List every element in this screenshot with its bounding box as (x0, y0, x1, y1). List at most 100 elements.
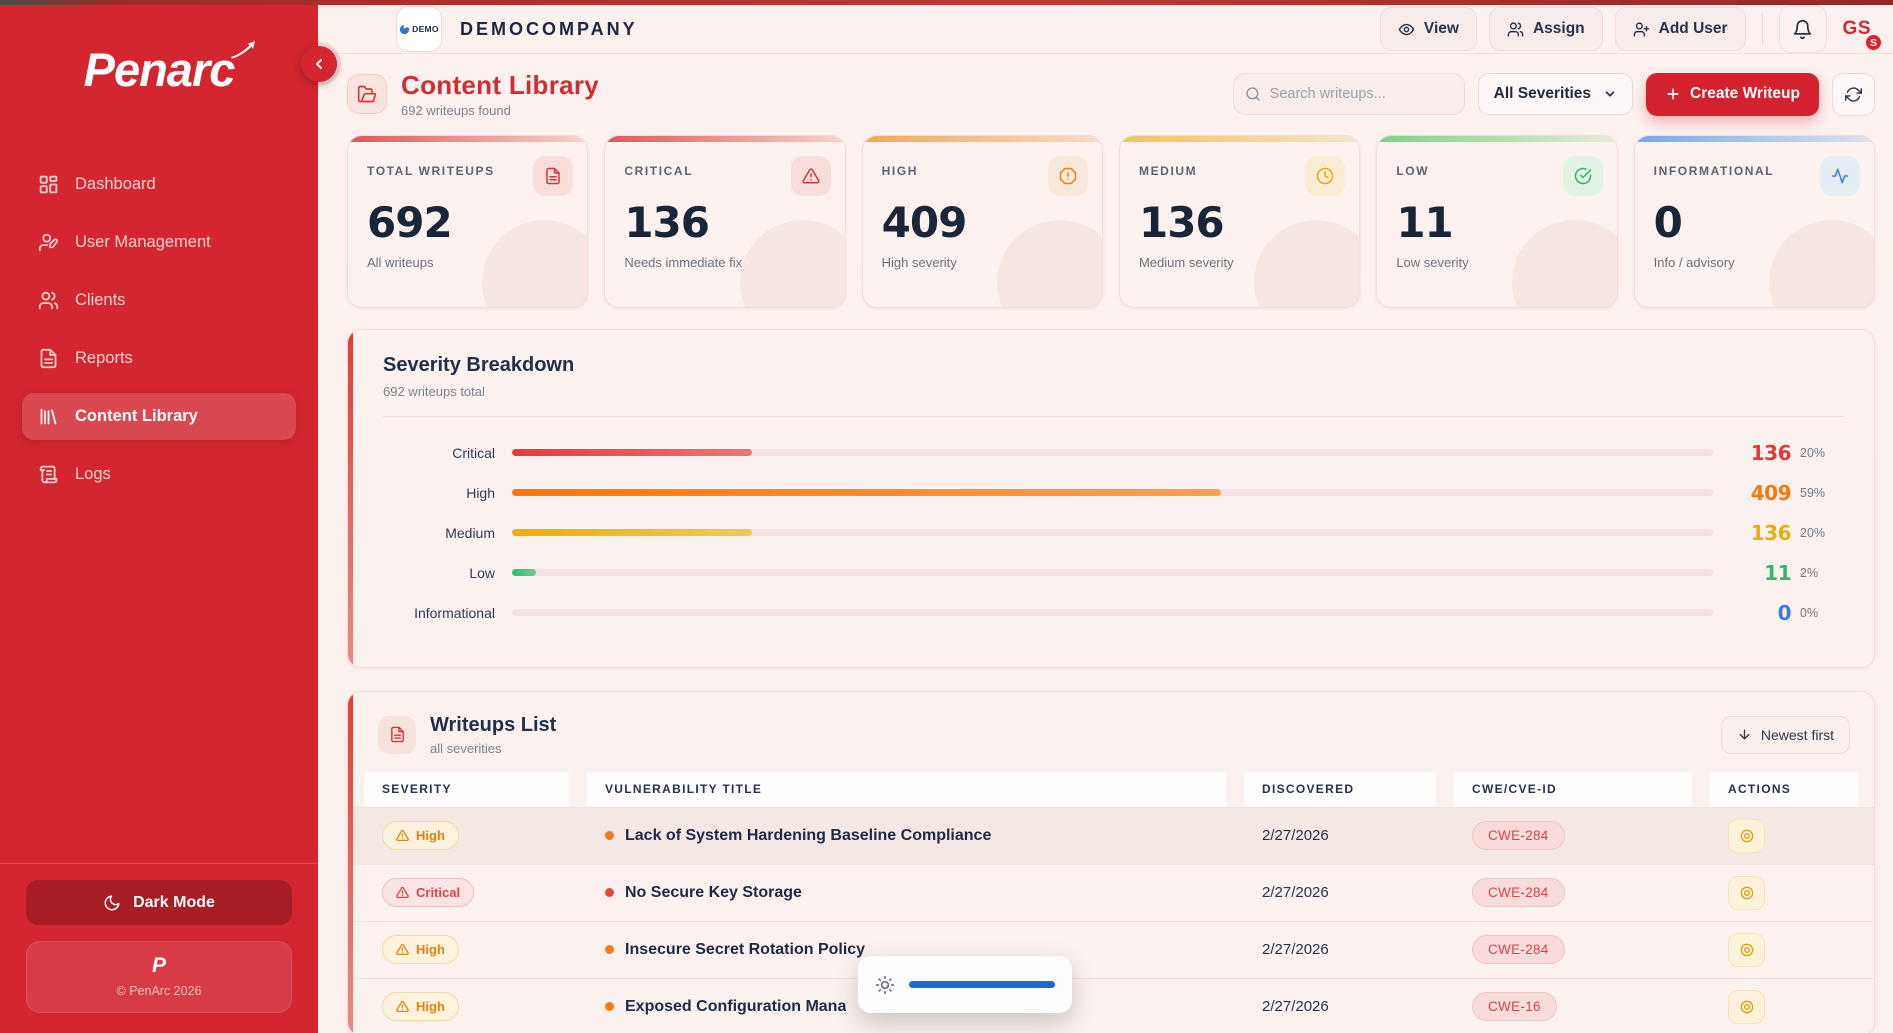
stat-accent-strip (605, 136, 844, 142)
severity-dot (605, 831, 614, 840)
stat-label: CRITICAL (624, 156, 693, 178)
breakdown-percent: 0% (1800, 606, 1844, 620)
avatar-status-badge: S (1864, 33, 1883, 52)
file-text-icon (38, 348, 59, 369)
view-writeup-button[interactable] (1728, 819, 1765, 853)
severity-badge-label: Critical (416, 885, 460, 900)
stat-accent-strip (1635, 136, 1874, 142)
sidebar-item-dashboard[interactable]: Dashboard (22, 161, 296, 208)
sidebar-collapse-button[interactable] (301, 46, 337, 82)
sidebar-item-logs[interactable]: Logs (22, 451, 296, 498)
sidebar-item-user-management[interactable]: User Management (22, 219, 296, 266)
severity-dot (605, 945, 614, 954)
sidebar-item-reports[interactable]: Reports (22, 335, 296, 382)
breakdown-label: High (383, 485, 495, 501)
cwe-badge: CWE-16 (1472, 992, 1557, 1021)
sidebar: Penarc Dashboard User Management (0, 0, 318, 1033)
search-input[interactable] (1233, 73, 1465, 115)
bar-fill (512, 449, 752, 456)
sidebar-item-label: Dashboard (75, 175, 156, 194)
view-button[interactable]: View (1380, 7, 1477, 51)
brightness-osd-toast (858, 956, 1072, 1013)
logo-arrow-icon (230, 40, 256, 60)
bar-track (512, 449, 1713, 456)
user-avatar[interactable]: GS S (1843, 18, 1871, 40)
sort-button-label: Newest first (1761, 727, 1834, 743)
vulnerability-title: Insecure Secret Rotation Policy (625, 941, 865, 959)
table-row[interactable]: High Exposed Configuration Mana 2/27/202… (348, 978, 1874, 1033)
breakdown-percent: 59% (1800, 486, 1844, 500)
alert-triangle-icon (396, 886, 409, 899)
cwe-badge: CWE-284 (1472, 935, 1565, 964)
severity-badge: High (382, 935, 459, 964)
view-target-icon (1739, 999, 1755, 1015)
company-logo-text: DEMO (412, 24, 439, 34)
column-header-discovered: DISCOVERED (1244, 772, 1436, 807)
breakdown-title: Severity Breakdown (383, 354, 1844, 377)
refresh-button[interactable] (1832, 73, 1875, 116)
view-writeup-button[interactable] (1728, 990, 1765, 1024)
sidebar-item-clients[interactable]: Clients (22, 277, 296, 324)
table-row[interactable]: High Lack of System Hardening Baseline C… (348, 807, 1874, 864)
check-circle-icon (1563, 156, 1603, 196)
discovered-date: 2/27/2026 (1262, 941, 1329, 958)
search-box (1233, 73, 1465, 115)
breakdown-row-medium: Medium 136 20% (383, 521, 1844, 545)
breakdown-chart: Critical 136 20% High 409 59% (348, 417, 1844, 643)
stat-accent-strip (1120, 136, 1359, 142)
cwe-badge: CWE-284 (1472, 821, 1565, 850)
copyright-text: © PenArc 2026 (37, 984, 281, 998)
notifications-button[interactable] (1779, 5, 1827, 53)
breakdown-label: Critical (383, 445, 495, 461)
vulnerability-title: Lack of System Hardening Baseline Compli… (625, 827, 991, 845)
top-accent-bar (0, 0, 1893, 5)
view-target-icon (1739, 942, 1755, 958)
bar-track (512, 569, 1713, 576)
table-row[interactable]: Critical No Secure Key Storage 2/27/2026… (348, 864, 1874, 921)
create-writeup-button[interactable]: Create Writeup (1646, 73, 1819, 116)
severity-badge-label: High (416, 828, 445, 843)
page-header: Content Library 692 writeups found All S… (347, 71, 1875, 118)
breakdown-label: Medium (383, 525, 495, 541)
column-header-severity: SEVERITY (364, 772, 569, 807)
severity-badge: High (382, 992, 459, 1021)
table-row[interactable]: High Insecure Secret Rotation Policy 2/2… (348, 921, 1874, 978)
brightness-slider[interactable] (909, 981, 1055, 988)
sidebar-item-label: Reports (75, 349, 133, 368)
page-subtitle: 692 writeups found (401, 103, 599, 118)
stat-card-total: TOTAL WRITEUPS 692 All writeups (347, 135, 588, 308)
alert-triangle-icon (791, 156, 831, 196)
sidebar-item-label: Logs (75, 465, 111, 484)
stat-label: MEDIUM (1139, 156, 1197, 178)
add-user-button-label: Add User (1659, 20, 1728, 38)
alert-triangle-icon (396, 943, 409, 956)
brand-logo-text: Penarc (84, 43, 235, 96)
sidebar-item-content-library[interactable]: Content Library (22, 393, 296, 440)
view-writeup-button[interactable] (1728, 933, 1765, 967)
assign-button[interactable]: Assign (1489, 7, 1603, 51)
discovered-date: 2/27/2026 (1262, 884, 1329, 901)
stat-card-critical: CRITICAL 136 Needs immediate fix (604, 135, 845, 308)
bell-icon (1792, 19, 1813, 40)
bar-fill (512, 489, 1221, 496)
page-title: Content Library (401, 71, 599, 100)
main-area: DEMO DEMOCOMPANY View Assign (318, 0, 1893, 1033)
add-user-button[interactable]: Add User (1615, 7, 1746, 51)
view-writeup-button[interactable] (1728, 876, 1765, 910)
severity-badge: High (382, 821, 459, 850)
severity-filter-select[interactable]: All Severities (1478, 73, 1633, 115)
writeups-list-panel: Writeups List all severities Newest firs… (347, 691, 1875, 1033)
severity-badge: Critical (382, 878, 474, 907)
sort-button[interactable]: Newest first (1721, 716, 1850, 754)
library-icon (38, 406, 59, 427)
breakdown-subtitle: 692 writeups total (383, 384, 1844, 399)
dark-mode-button[interactable]: Dark Mode (26, 880, 292, 925)
breakdown-row-high: High 409 59% (383, 481, 1844, 505)
vulnerability-title: Exposed Configuration Mana (625, 998, 846, 1016)
users-icon (38, 290, 59, 311)
breakdown-percent: 20% (1800, 446, 1844, 460)
discovered-date: 2/27/2026 (1262, 827, 1329, 844)
breakdown-label: Informational (383, 605, 495, 621)
stat-accent-strip (348, 136, 587, 142)
sidebar-item-label: Clients (75, 291, 125, 310)
